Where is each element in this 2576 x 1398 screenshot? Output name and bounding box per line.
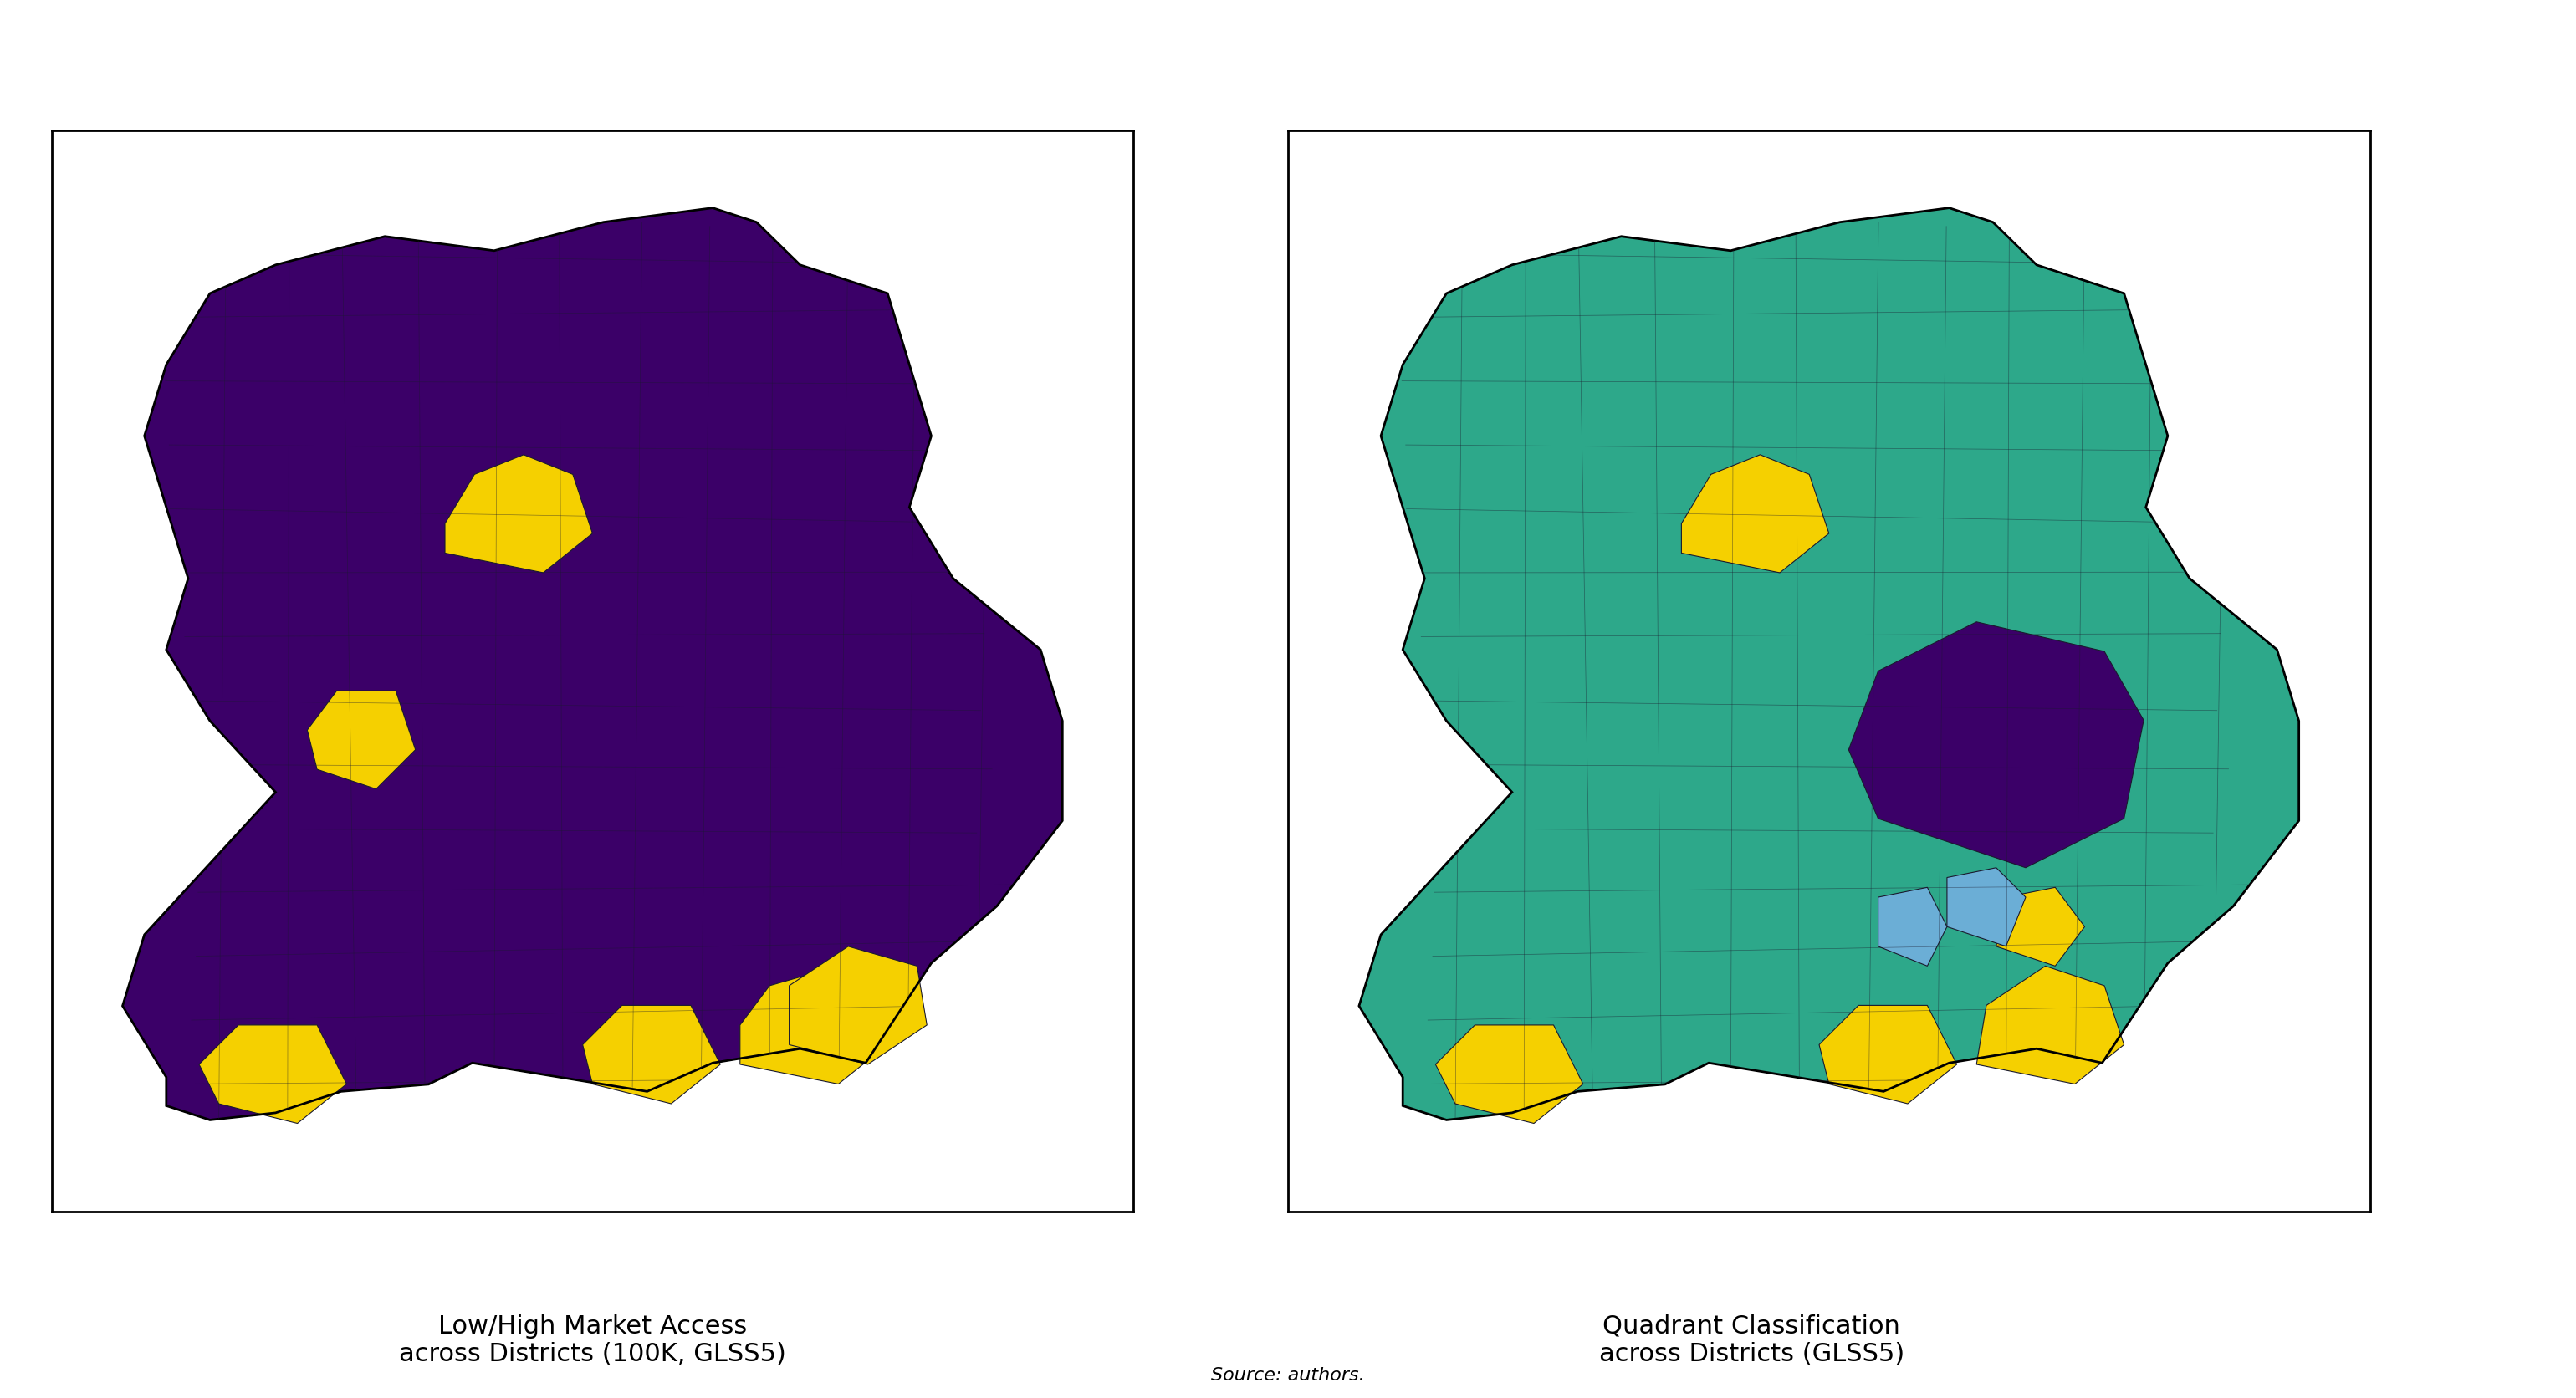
Legend: mkt-hi, mkt-lo: mkt-hi, mkt-lo bbox=[1365, 630, 1502, 712]
Polygon shape bbox=[124, 208, 1061, 1120]
Polygon shape bbox=[446, 454, 592, 573]
Text: Low/High Market Access
across Districts (100K, GLSS5): Low/High Market Access across Districts … bbox=[399, 1314, 786, 1366]
Polygon shape bbox=[198, 1025, 348, 1124]
Text: Source: authors.: Source: authors. bbox=[1211, 1367, 1365, 1384]
Polygon shape bbox=[1435, 1025, 1584, 1124]
Polygon shape bbox=[1947, 868, 2025, 946]
Polygon shape bbox=[1850, 622, 2143, 868]
Polygon shape bbox=[739, 966, 907, 1083]
Polygon shape bbox=[788, 946, 927, 1064]
Polygon shape bbox=[1819, 1005, 1958, 1103]
Polygon shape bbox=[1976, 966, 2125, 1083]
Polygon shape bbox=[1878, 888, 1947, 966]
Polygon shape bbox=[1360, 208, 2298, 1120]
Polygon shape bbox=[307, 691, 415, 788]
Polygon shape bbox=[1682, 454, 1829, 573]
Polygon shape bbox=[1996, 888, 2084, 966]
Text: Quadrant Classification
across Districts (GLSS5): Quadrant Classification across Districts… bbox=[1600, 1314, 1904, 1366]
Polygon shape bbox=[582, 1005, 721, 1103]
